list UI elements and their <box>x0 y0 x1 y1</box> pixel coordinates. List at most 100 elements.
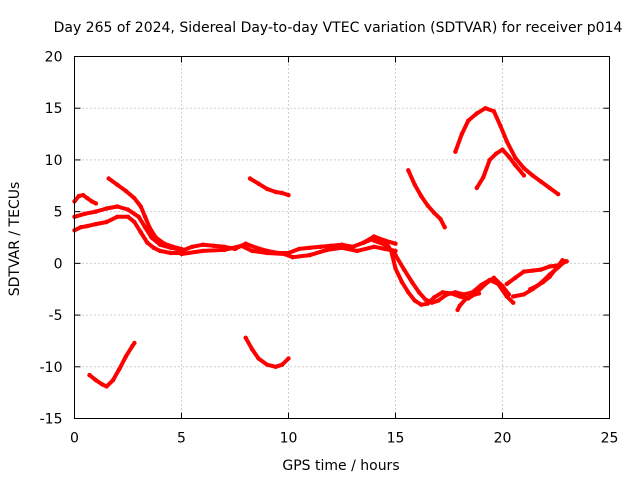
data-point <box>307 252 313 258</box>
data-point <box>382 242 387 247</box>
data-point <box>78 225 84 230</box>
data-point <box>487 157 492 163</box>
data-point <box>521 173 527 178</box>
data-point <box>264 362 270 367</box>
data-point <box>243 241 248 246</box>
data-point <box>104 206 109 211</box>
data-point <box>457 303 462 308</box>
data-point <box>132 219 137 225</box>
data-point <box>547 264 552 269</box>
data-point <box>431 210 437 215</box>
data-point <box>431 295 437 300</box>
data-point <box>123 188 129 194</box>
data-point <box>474 185 479 191</box>
chart-title: Day 265 of 2024, Sidereal Day-to-day VTE… <box>54 20 623 36</box>
data-point <box>93 209 99 214</box>
data-point <box>393 266 398 271</box>
data-point <box>504 294 509 299</box>
data-point <box>339 245 345 250</box>
data-point <box>555 191 561 197</box>
data-point <box>521 292 527 297</box>
data-point <box>453 290 458 295</box>
data-point <box>401 267 407 272</box>
y-axis-label: SDTVAR / TECUs <box>7 182 23 297</box>
data-point <box>222 247 227 253</box>
data-point <box>461 292 467 297</box>
data-point <box>406 290 411 295</box>
data-point <box>410 280 415 286</box>
data-point <box>123 354 129 359</box>
data-point <box>339 242 345 247</box>
data-point <box>453 149 458 154</box>
data-point <box>273 189 278 195</box>
data-point <box>412 298 417 303</box>
data-point <box>521 269 527 274</box>
grid-lines <box>74 56 610 419</box>
data-point <box>463 296 469 301</box>
y-tick-label: 5 <box>54 205 63 221</box>
data-point <box>483 106 488 111</box>
data-point <box>491 109 497 114</box>
data-point <box>190 244 195 249</box>
y-tick-label: -15 <box>40 412 63 428</box>
data-point <box>423 297 428 302</box>
data-point <box>382 238 387 243</box>
data-point <box>530 268 535 273</box>
data-point <box>429 300 435 305</box>
data-point <box>419 193 424 199</box>
data-point <box>256 356 261 361</box>
data-point <box>406 168 411 173</box>
data-point <box>436 298 441 303</box>
data-point <box>115 214 120 219</box>
y-tick-label: 10 <box>45 153 63 169</box>
data-point <box>93 378 99 383</box>
data-point <box>264 250 270 256</box>
data-point <box>200 248 206 254</box>
data-point <box>513 155 518 161</box>
axis-ticks <box>74 56 610 419</box>
data-point <box>243 335 248 340</box>
data-point <box>416 290 422 295</box>
data-point <box>104 384 109 389</box>
data-point <box>142 214 148 219</box>
data-point <box>324 247 330 253</box>
data-point <box>547 185 552 191</box>
data-point <box>76 193 82 199</box>
plot-frame <box>74 56 610 419</box>
x-tick-label: 5 <box>177 431 186 447</box>
data-point <box>157 248 163 254</box>
x-tick-label: 20 <box>494 431 512 447</box>
data-point <box>481 175 486 180</box>
tick-labels: 0 5 10 15 20 25 -15 -10 -5 0 5 10 15 20 <box>40 50 619 447</box>
x-tick-label: 10 <box>280 431 298 447</box>
data-point <box>256 181 261 186</box>
data-point <box>419 302 424 307</box>
data-point <box>110 378 116 383</box>
y-tick-label: -5 <box>49 308 63 324</box>
data-point <box>354 248 360 254</box>
data-point <box>393 241 398 246</box>
data-point <box>138 204 143 209</box>
data-point <box>318 244 323 249</box>
data-point <box>513 275 518 280</box>
data-point <box>474 111 479 116</box>
data-point <box>136 214 141 219</box>
data-series <box>72 106 569 389</box>
data-point <box>115 182 120 187</box>
data-point <box>521 166 527 171</box>
data-point <box>493 151 499 156</box>
data-point <box>290 255 295 260</box>
data-point <box>547 274 552 279</box>
x-tick-label: 25 <box>601 431 619 447</box>
data-point <box>371 238 377 243</box>
data-point <box>247 176 253 181</box>
series-arc-14 <box>474 147 526 190</box>
data-point <box>142 225 148 230</box>
data-point <box>170 244 176 249</box>
y-tick-label: 20 <box>45 50 63 66</box>
data-point <box>491 275 497 280</box>
data-point <box>329 243 334 248</box>
data-point <box>93 221 99 227</box>
data-point <box>530 173 535 178</box>
